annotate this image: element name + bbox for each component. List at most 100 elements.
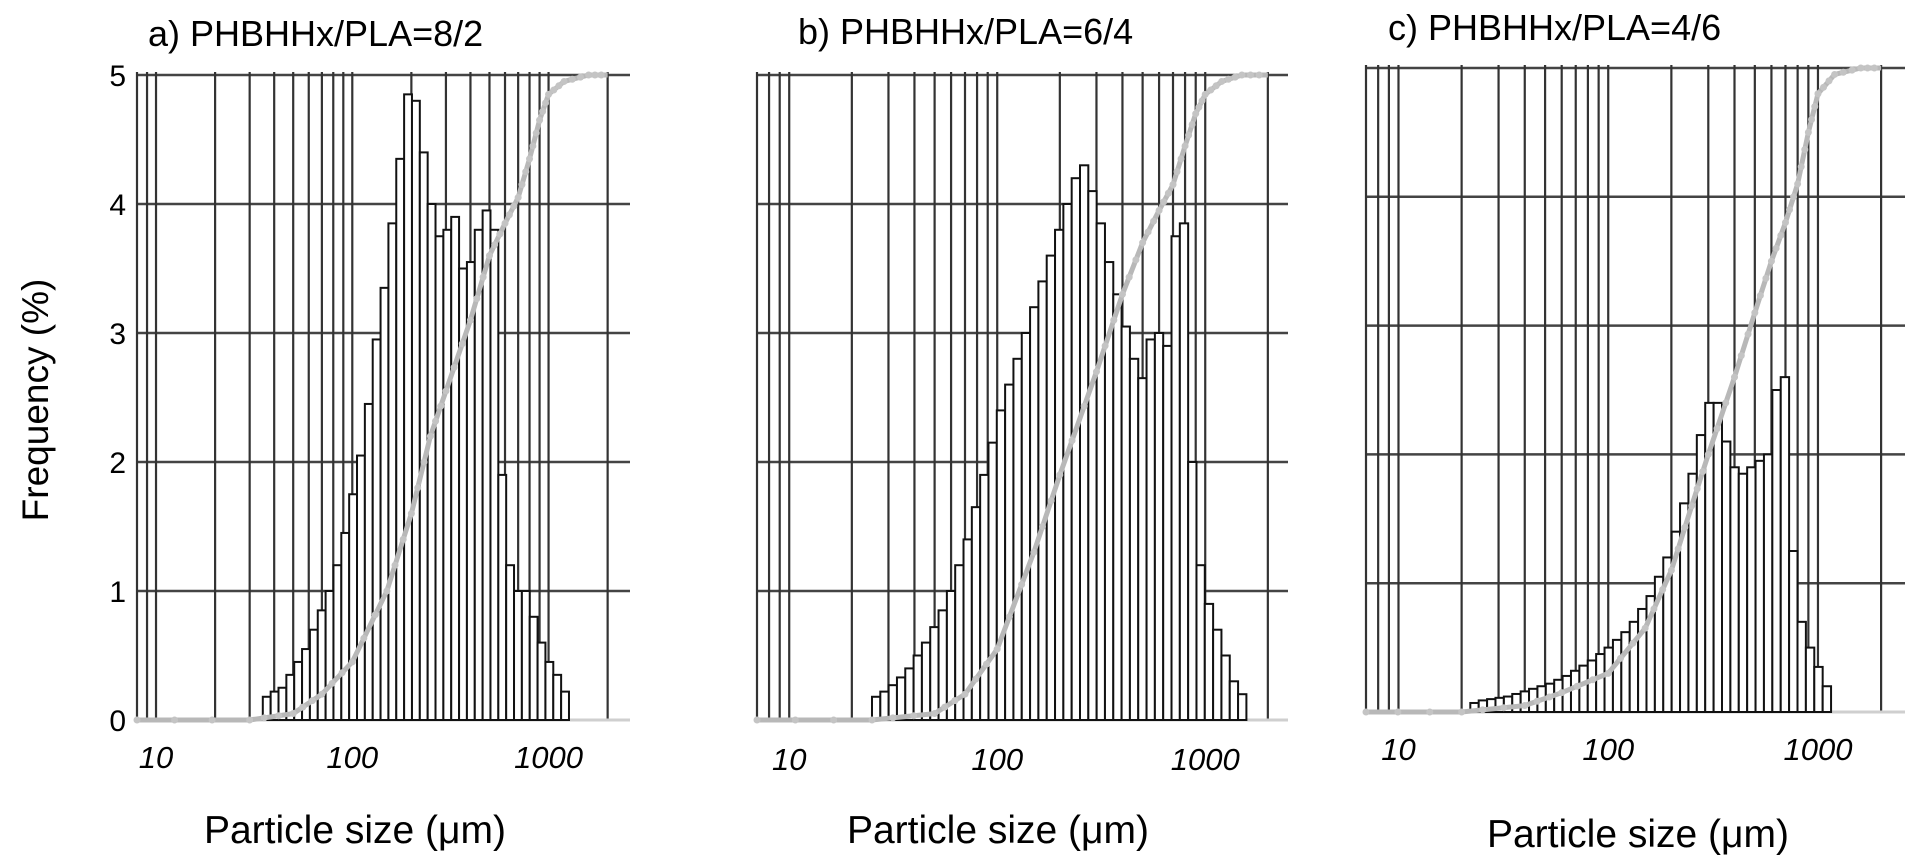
curve-point [1362,708,1370,716]
chart-panel-c: c) PHBHHx/PLA=4/6 10 100 1000 Particle siz… [1362,7,1905,856]
curve-point [1039,523,1047,530]
histogram-bar [1729,466,1740,713]
histogram-bar [481,209,492,721]
histogram-bar [1569,669,1581,713]
histogram-bar [1203,602,1215,722]
histogram-bar [995,409,1007,721]
histogram-bar [426,203,437,721]
curve-point [1641,624,1649,632]
histogram-bar [371,338,382,721]
curve-point [1192,110,1200,118]
curve-point [972,675,980,683]
curve-point [1777,231,1785,239]
histogram-bar [1804,646,1816,713]
curve-point [1195,103,1203,111]
histogram-bar [870,695,882,722]
curve-point [299,703,307,711]
curve-point [426,432,434,440]
curve-point [1688,502,1696,510]
curve-point [1255,71,1263,79]
histogram-bar [356,454,366,721]
curve-point [522,168,530,176]
curve-point [1139,239,1147,247]
histogram-bar [544,660,555,722]
histogram-bar [324,590,335,721]
curve-point [171,716,179,724]
curve-point [328,679,336,687]
curve-point [437,402,445,410]
curve-point [568,75,576,83]
histogram-bar [1137,377,1148,721]
curve-point [391,561,399,569]
histogram-bar [513,590,523,721]
histogram-bar [1737,472,1749,713]
histogram-bar [450,215,461,721]
histogram-bar [340,531,351,722]
curve-point [1056,471,1064,479]
panel-title: a) PHBHHx/PLA=8/2 [148,13,483,54]
histogram-bar [979,473,990,721]
curve-point [1870,64,1878,72]
histogram-bar [1112,293,1123,721]
curve-point [1188,120,1196,128]
curve-point [1814,90,1822,98]
curve-point [1589,676,1597,684]
curve-point [1155,206,1163,214]
curve-point [1825,77,1833,85]
curve-point [1521,702,1529,710]
histogram-bar [528,615,539,721]
y-tick-label: 0 [109,705,126,738]
curve-point [308,697,316,705]
curve-point [539,108,547,116]
curve-point [1744,330,1752,338]
histogram-bar [895,676,907,721]
curve-point [889,714,897,722]
curve-point [1458,708,1466,716]
curve-point [1704,450,1712,458]
histogram-bar [410,99,421,722]
panel-title: c) PHBHHx/PLA=4/6 [1388,7,1721,48]
curve-point [532,129,540,137]
histogram-bar [1796,620,1807,714]
curve-point [491,241,499,249]
curve-point [545,90,553,98]
curve-point [1797,163,1805,171]
curve-point [246,716,254,724]
curve-point [1811,103,1819,111]
histogram-bar [1095,222,1106,721]
histogram-bar [987,441,998,721]
curve-point [1201,90,1209,98]
chart-panel-b: b) PHBHHx/PLA=6/4 10 100 1000 Particle siz… [753,11,1288,852]
histogram-bar [552,673,563,721]
curve-point [1767,257,1775,265]
histogram-bar [395,157,406,722]
curve-point [591,71,599,79]
curve-point [208,716,216,724]
histogram-bar [434,235,445,721]
curve-point [479,273,487,281]
curve-point [1751,309,1759,317]
x-tick-label: 1000 [1783,732,1852,767]
curve-point [442,387,450,395]
curve-point [1198,97,1206,105]
y-tick-label: 4 [109,189,126,222]
histogram-bar [1762,453,1774,713]
curve-point [1848,66,1856,74]
histogram-bar [560,690,570,721]
histogram-bar [1128,357,1140,721]
histogram-bar [1212,628,1223,722]
curve-point [1808,116,1816,124]
histogram-bar [1821,685,1833,713]
histogram-bar [1195,564,1206,722]
histogram-bar [1162,344,1173,721]
histogram-bar [379,286,390,721]
histogram-bar [1620,631,1631,713]
curve-point [450,363,458,371]
figure-ylabel: Frequency (%) [15,279,56,522]
curve-point [1500,704,1508,712]
x-tick-label: 1000 [514,740,583,775]
curve-point [1762,274,1770,282]
x-tick-label: 10 [772,742,806,777]
curve-point [576,73,584,81]
histogram-bar [1595,653,1606,713]
